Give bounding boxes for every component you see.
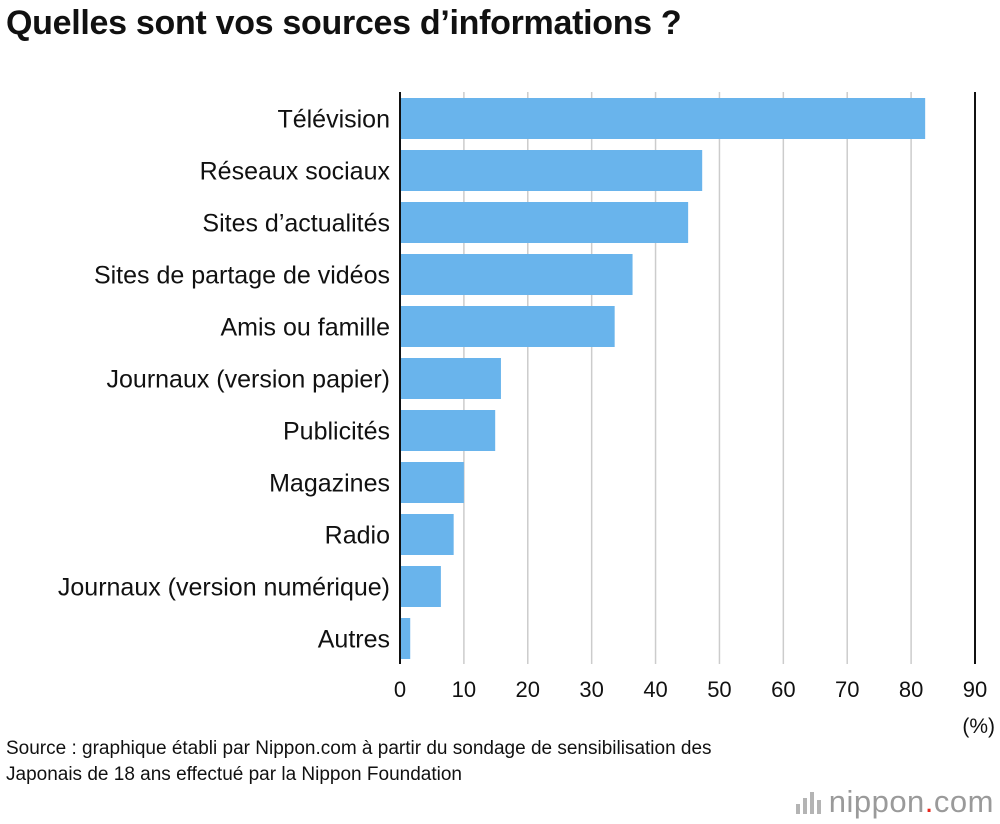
category-label: Journaux (version papier)	[107, 366, 390, 394]
bar-9	[400, 514, 454, 555]
tick-layer: 0 10 20 30 40 50 60 70 80 90	[394, 677, 987, 702]
bar-layer	[400, 98, 926, 659]
bar-4	[400, 254, 633, 295]
bar-2	[400, 150, 703, 191]
category-label: Sites d’actualités	[202, 210, 390, 238]
x-tick-label: 60	[771, 677, 795, 702]
x-tick-label: 20	[516, 677, 540, 702]
bar-3	[400, 202, 689, 243]
x-tick-label: 30	[579, 677, 603, 702]
category-label: Magazines	[269, 470, 390, 498]
brand-dot: .	[924, 784, 934, 819]
category-label: Télévision	[277, 106, 390, 134]
axis-layer	[399, 92, 976, 664]
sound-bars-icon	[795, 790, 821, 814]
x-tick-label: 90	[963, 677, 987, 702]
bar-5	[400, 306, 615, 347]
nippon-logo: nippon. com	[795, 784, 994, 820]
x-tick-label: 70	[835, 677, 859, 702]
category-label: Publicités	[283, 418, 390, 446]
x-tick-label: 50	[707, 677, 731, 702]
chart-title: Quelles sont vos sources d’informations …	[6, 4, 682, 42]
bar-11	[400, 618, 411, 659]
x-tick-label: 80	[899, 677, 923, 702]
category-label: Sites de partage de vidéos	[94, 262, 390, 290]
x-axis-unit-label: (%)	[962, 715, 995, 738]
x-tick-label: 40	[643, 677, 667, 702]
label-layer: Télévision Réseaux sociaux Sites d’actuali…	[58, 106, 391, 654]
x-tick-label: 0	[394, 677, 406, 702]
category-label: Autres	[318, 626, 390, 654]
x-tick-label: 10	[452, 677, 476, 702]
category-label: Journaux (version numérique)	[58, 574, 390, 602]
bar-10	[400, 566, 441, 607]
bar-1	[400, 98, 926, 139]
source-note: Source : graphique établi par Nippon.com…	[6, 738, 712, 785]
brand-name: nippon	[828, 784, 925, 819]
category-label: Radio	[325, 522, 390, 550]
bar-8	[400, 462, 464, 503]
category-label: Amis ou famille	[221, 314, 391, 342]
category-label: Réseaux sociaux	[200, 158, 391, 186]
bar-6	[400, 358, 501, 399]
bar-7	[400, 410, 496, 451]
brand-suffix: com	[933, 784, 994, 819]
